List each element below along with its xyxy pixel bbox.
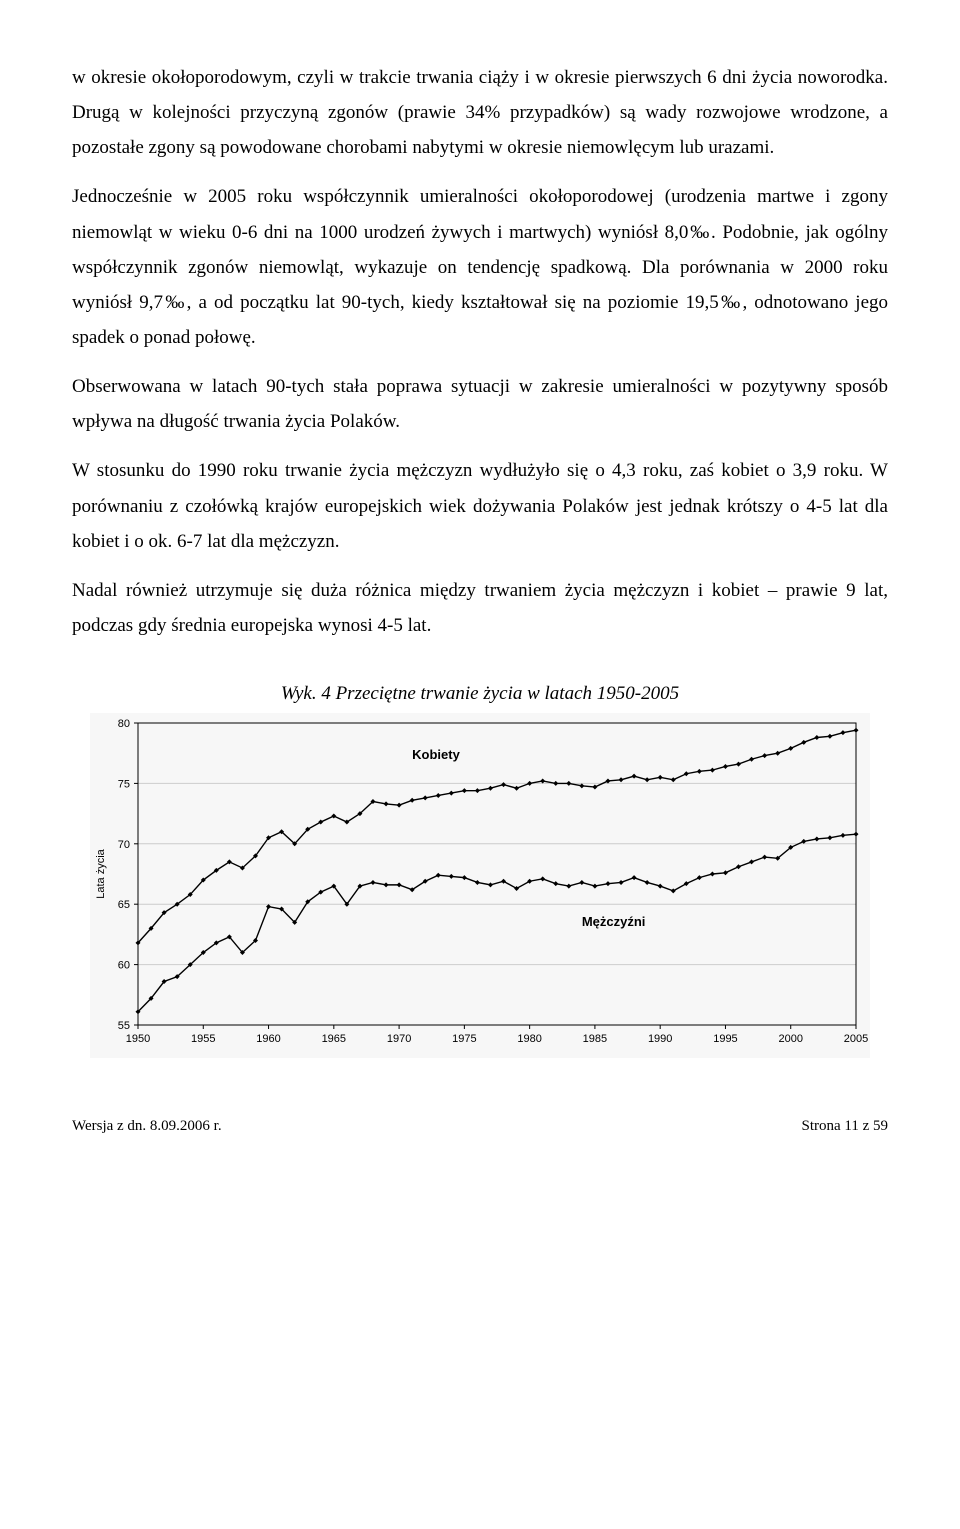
- svg-text:1955: 1955: [191, 1033, 215, 1045]
- svg-text:65: 65: [118, 899, 130, 911]
- paragraph-3: Obserwowana w latach 90-tych stała popra…: [72, 369, 888, 439]
- paragraph-4: W stosunku do 1990 roku trwanie życia mę…: [72, 453, 888, 558]
- svg-text:2005: 2005: [844, 1033, 868, 1045]
- svg-text:1970: 1970: [387, 1033, 411, 1045]
- chart-svg: 55 60 65 70 75 80 1950 1955 1960 1965 1970 1975 1980…: [90, 713, 870, 1053]
- svg-text:70: 70: [118, 839, 130, 851]
- svg-text:75: 75: [118, 779, 130, 791]
- svg-text:Lata życia: Lata życia: [95, 848, 107, 898]
- page-footer: Wersja z dn. 8.09.2006 r. Strona 11 z 59: [72, 1118, 888, 1135]
- svg-text:1990: 1990: [648, 1033, 672, 1045]
- svg-text:1960: 1960: [256, 1033, 280, 1045]
- paragraph-1: w okresie okołoporodowym, czyli w trakci…: [72, 60, 888, 165]
- svg-text:Mężczyźni: Mężczyźni: [582, 914, 646, 929]
- svg-text:1995: 1995: [713, 1033, 737, 1045]
- svg-text:1980: 1980: [517, 1033, 541, 1045]
- svg-text:1975: 1975: [452, 1033, 476, 1045]
- chart-caption: Wyk. 4 Przeciętne trwanie życia w latach…: [72, 683, 888, 705]
- svg-text:60: 60: [118, 960, 130, 972]
- svg-text:Kobiety: Kobiety: [412, 747, 460, 762]
- svg-text:1950: 1950: [126, 1033, 150, 1045]
- svg-text:2000: 2000: [778, 1033, 802, 1045]
- footer-left: Wersja z dn. 8.09.2006 r.: [72, 1118, 222, 1135]
- life-expectancy-chart: 55 60 65 70 75 80 1950 1955 1960 1965 1970 1975 1980…: [90, 713, 870, 1058]
- footer-right: Strona 11 z 59: [801, 1118, 888, 1135]
- paragraph-2: Jednocześnie w 2005 roku współczynnik um…: [72, 179, 888, 355]
- svg-text:55: 55: [118, 1020, 130, 1032]
- svg-text:1965: 1965: [322, 1033, 346, 1045]
- svg-text:80: 80: [118, 718, 130, 730]
- paragraph-5: Nadal również utrzymuje się duża różnica…: [72, 573, 888, 643]
- svg-text:1985: 1985: [583, 1033, 607, 1045]
